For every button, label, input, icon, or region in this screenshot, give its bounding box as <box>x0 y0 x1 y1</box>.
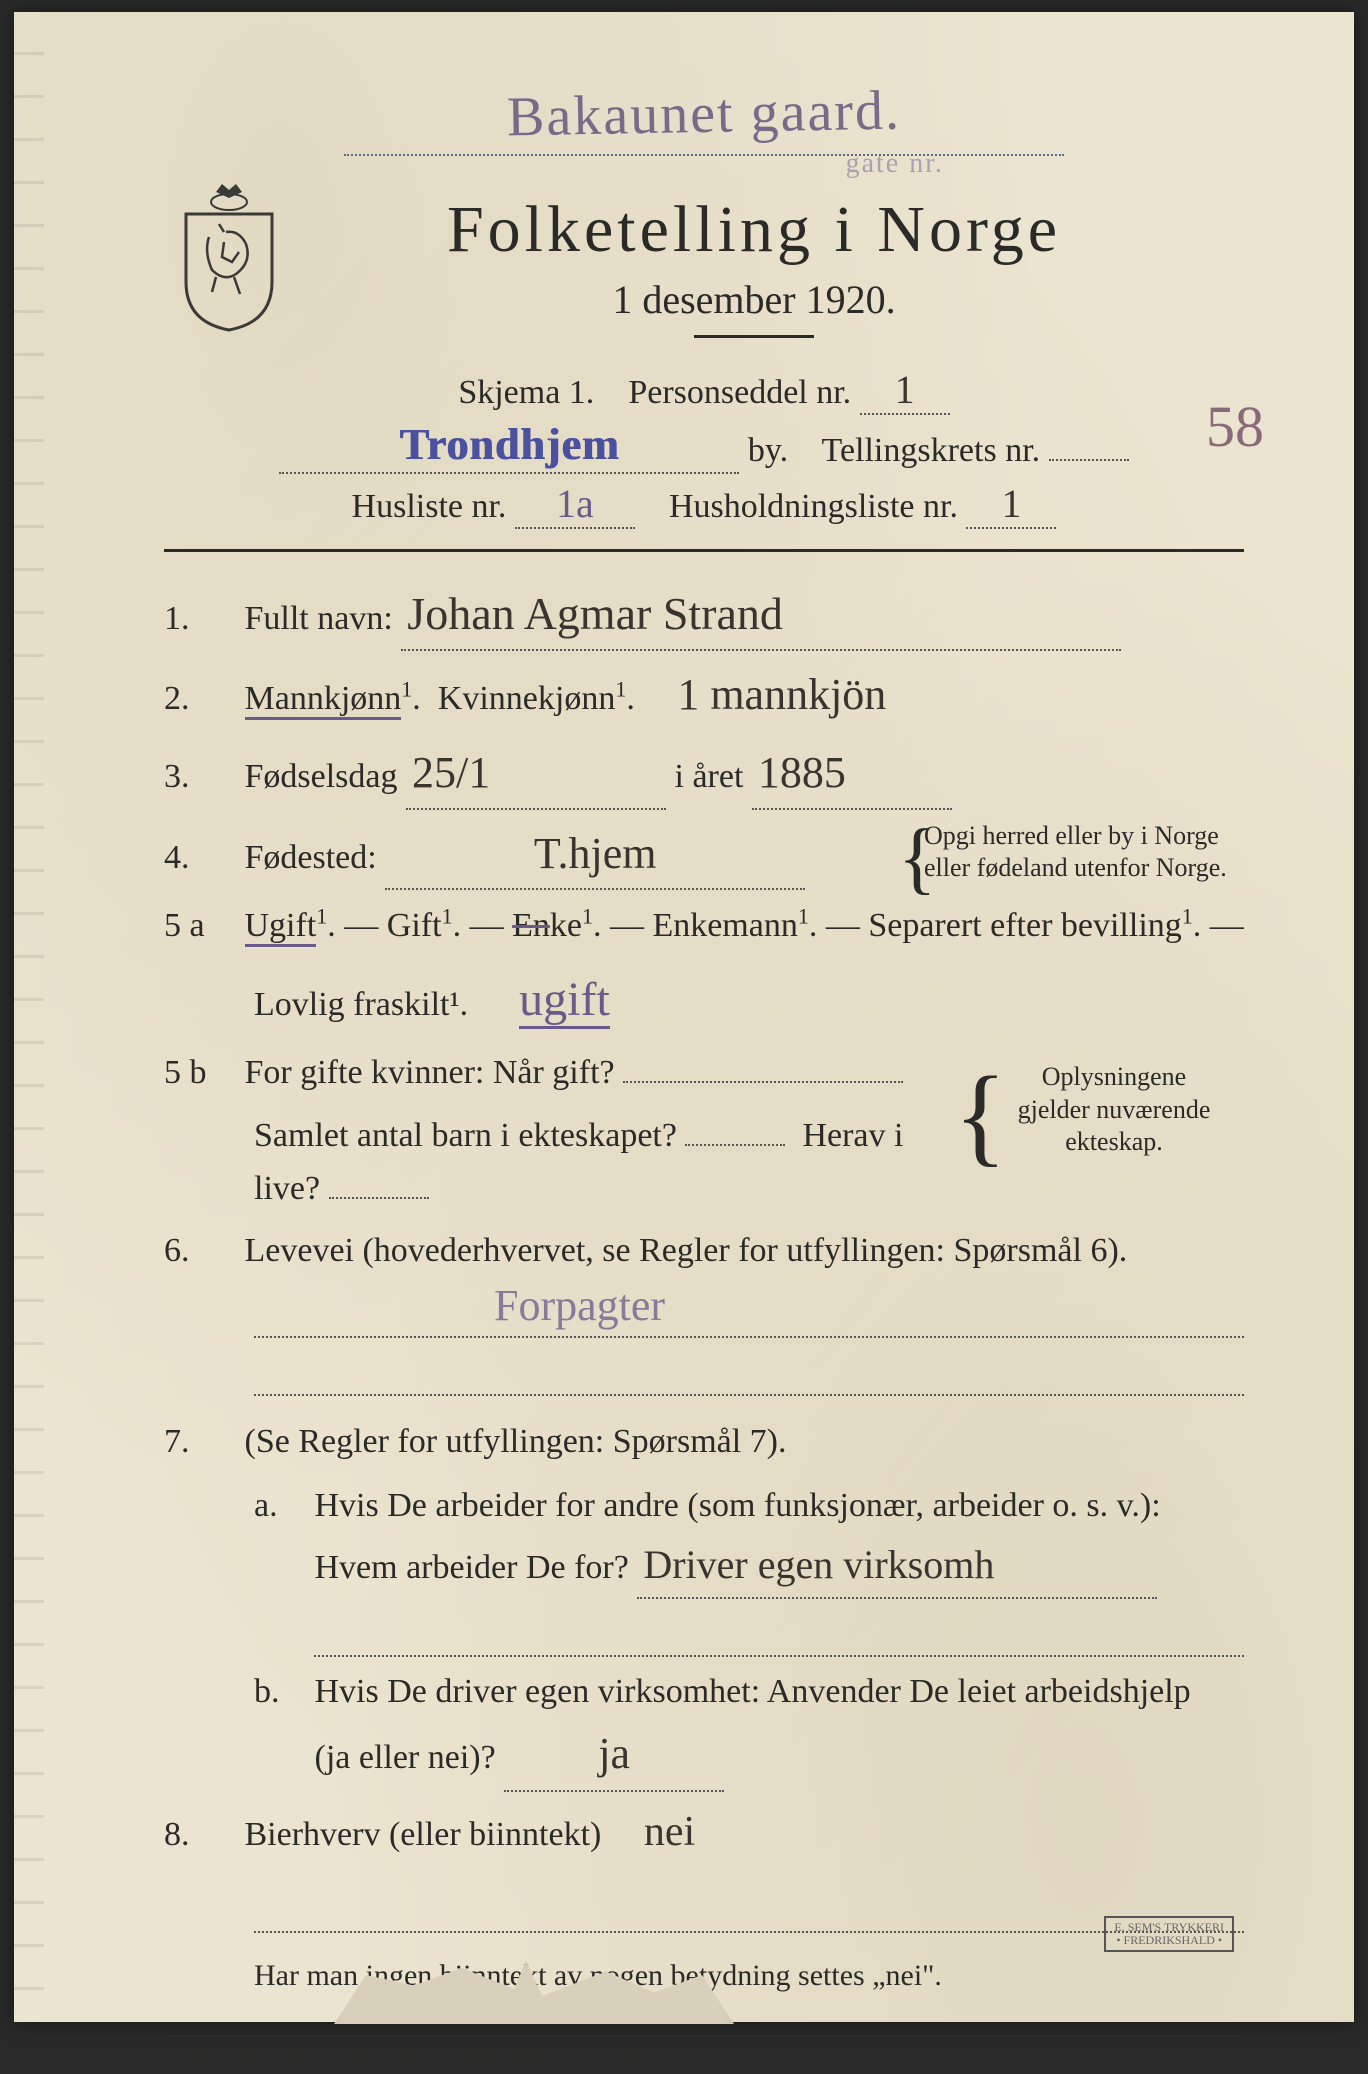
husholdning-nr: 1 <box>966 480 1056 529</box>
city-stamp: Trondhjem <box>399 420 619 469</box>
q5a-row: 5 a Ugift1. — Gift1. — Enke1. — Enkemann… <box>164 900 1244 953</box>
tellingskrets-label: Tellingskrets nr. <box>822 432 1041 469</box>
sex-value: 1 mannkjön <box>677 670 886 719</box>
q7b: b. Hvis De driver egen virksomhet: Anven… <box>254 1665 1244 1792</box>
address-line: gate nr. <box>344 154 1064 156</box>
husholdning-label: Husholdningsliste nr. <box>669 488 958 525</box>
page-title: Folketelling i Norge <box>264 192 1244 268</box>
q5a-row2: Lovlig fraskilt¹. ugift <box>164 963 1244 1037</box>
final-divider <box>164 2035 1244 2037</box>
employer: Driver egen virksomh <box>637 1533 1157 1599</box>
marital-status: ugift <box>519 973 610 1029</box>
q7a: a. Hvis De arbeider for andre (som funks… <box>254 1479 1244 1599</box>
marital-options: Ugift1. — Gift1. — Enke1. — Enkemann1. —… <box>245 907 1244 944</box>
divider <box>694 335 814 338</box>
q6-fill-2 <box>254 1346 1244 1396</box>
q2-row: 2. Mannkjønn1. Kvinnekjønn1. 1 mannkjön <box>164 661 1244 729</box>
q6-fill-1: Forpagter <box>254 1288 1244 1338</box>
title-block: Folketelling i Norge 1 desember 1920. <box>264 192 1244 338</box>
census-form-page: Bakaunet gaard. gate nr. Folketelling i … <box>14 12 1354 2022</box>
printer-stamp: E. SEM'S TRYKKERI • FREDRIKSHALD • <box>1104 1916 1234 1952</box>
birth-day: 25/1 <box>406 739 666 809</box>
q1-row: 1. Fullt navn: Johan Agmar Strand <box>164 578 1244 651</box>
q8-fill <box>254 1883 1244 1933</box>
city-suffix: by. <box>748 432 788 469</box>
q4-note: { Opgi herred eller by i Norge eller fød… <box>924 820 1244 885</box>
occupation: Forpagter <box>494 1280 665 1331</box>
mannkjonn-option: Mannkjønn <box>245 680 402 720</box>
husliste-label: Husliste nr. <box>352 488 507 525</box>
q3-row: 3. Fødselsdag 25/1 i året 1885 <box>164 739 1244 809</box>
gate-nr-label: gate nr. <box>846 148 944 180</box>
birthplace: T.hjem <box>385 820 805 890</box>
hired-help: ja <box>504 1719 724 1791</box>
section-divider <box>164 549 1244 552</box>
form-meta: Skjema 1. Personseddel nr. 1 Trondhjem b… <box>164 366 1244 529</box>
birth-year: 1885 <box>752 739 952 809</box>
q5b-row: 5 b For gifte kvinner: Når gift? { Oplys… <box>164 1047 1244 1100</box>
q5b-row2: Samlet antal barn i ekteskapet? Herav i … <box>164 1110 1244 1215</box>
q4-row: 4. Fødested: T.hjem { Opgi herred eller … <box>164 820 1244 890</box>
personseddel-label: Personseddel nr. <box>628 374 851 411</box>
full-name: Johan Agmar Strand <box>401 578 1121 651</box>
q8-row: 8. Bierhverv (eller biinntekt) nei <box>164 1800 1244 1865</box>
skjema-label: Skjema 1. <box>458 374 594 411</box>
husliste-nr: 1a <box>515 480 635 529</box>
tellingskrets-nr: 58 <box>1206 393 1264 460</box>
q7-row: 7. (Se Regler for utfyllingen: Spørsmål … <box>164 1416 1244 1469</box>
census-date: 1 desember 1920. <box>264 276 1244 323</box>
norway-coat-of-arms-icon <box>174 182 284 332</box>
q6-row: 6. Levevei (hovederhvervet, se Regler fo… <box>164 1225 1244 1278</box>
q7a-fill <box>314 1607 1244 1657</box>
footnote: 1 Her kan svares ved tydelig understrekn… <box>164 2045 1244 2074</box>
side-occupation: nei <box>644 1809 695 1855</box>
address-handwritten: Bakaunet gaard. <box>164 73 1245 156</box>
personseddel-nr: 1 <box>860 366 950 415</box>
